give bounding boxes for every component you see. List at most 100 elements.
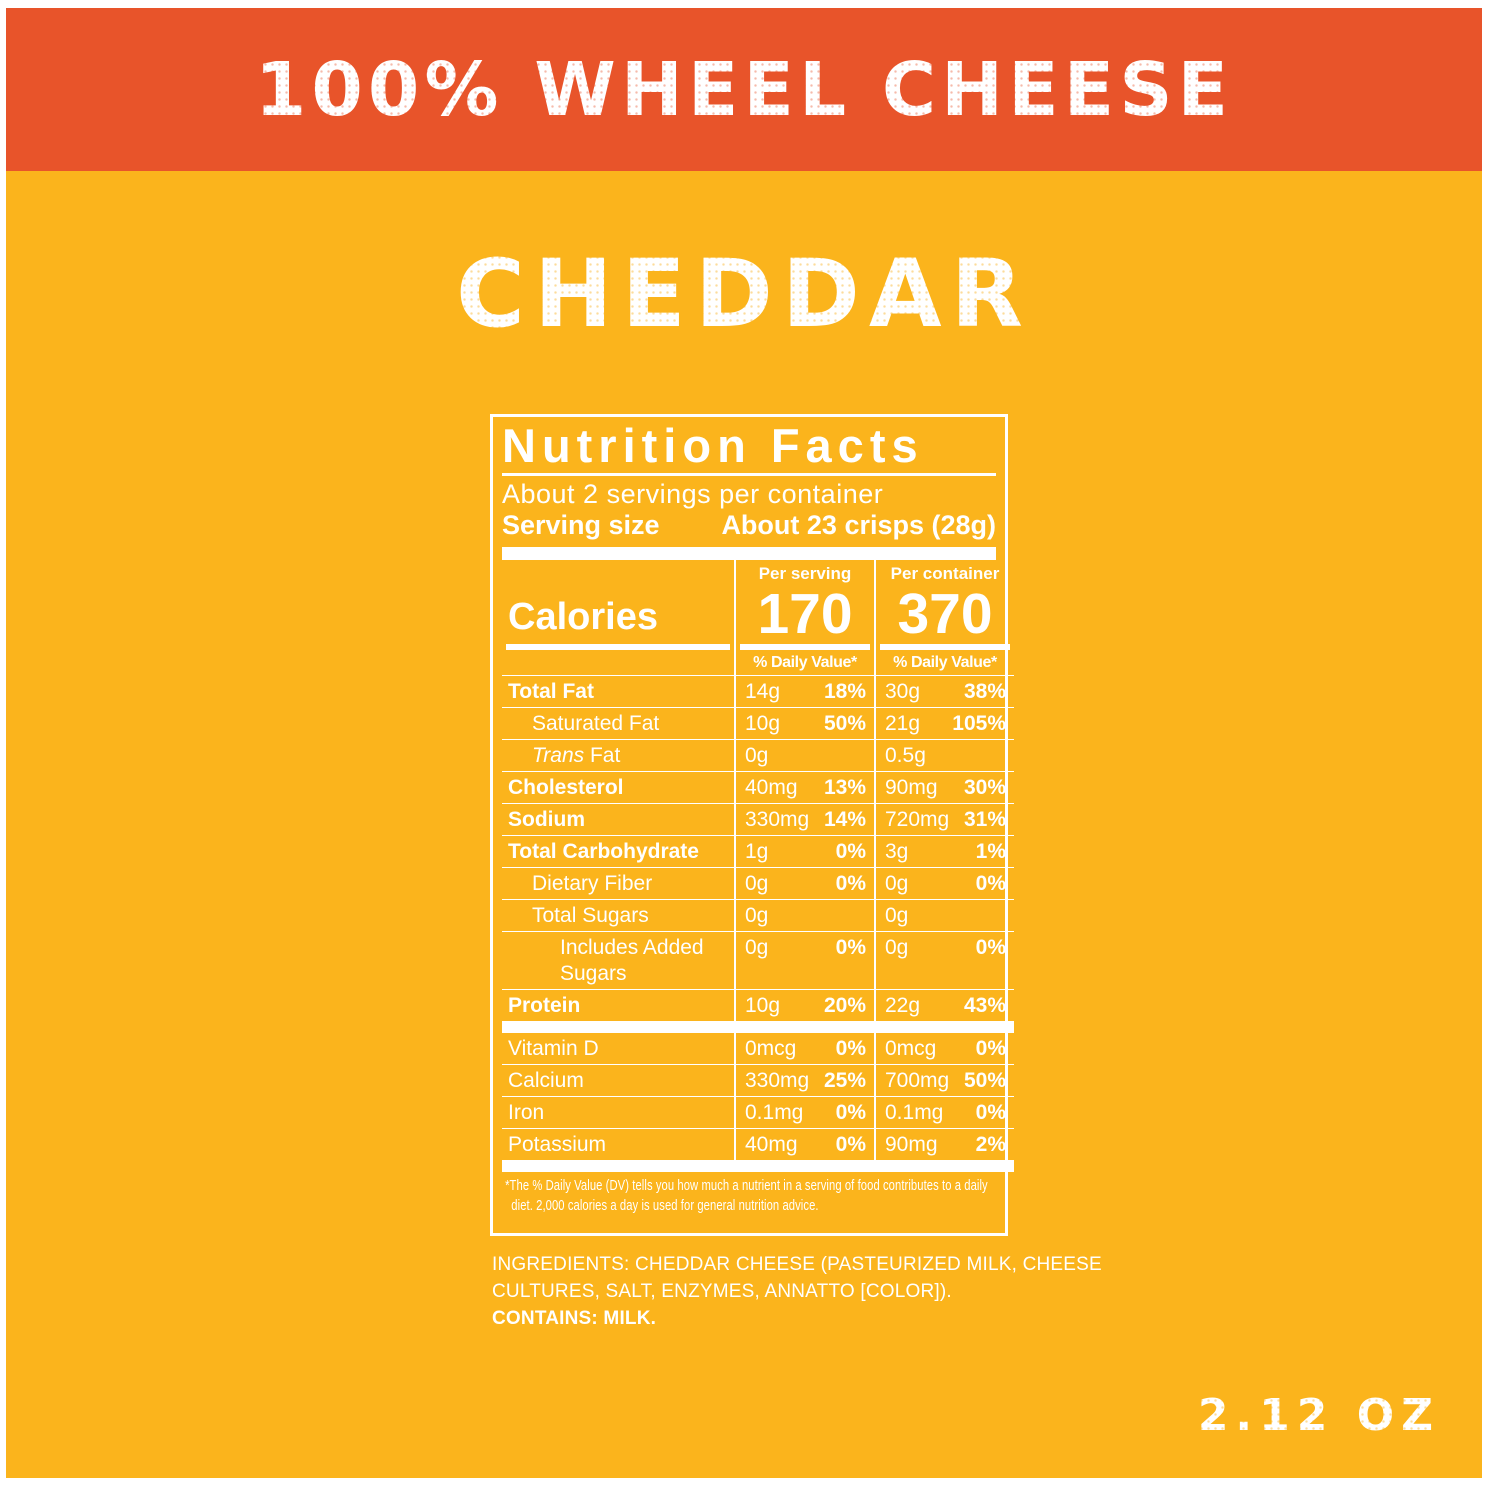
per-container-value-cell: 0mcg 0%	[874, 1033, 1014, 1066]
amount: 22g	[885, 994, 921, 1018]
daily-value: 2%	[975, 1133, 1006, 1157]
thick-divider	[502, 1160, 1014, 1173]
allergen-statement: CONTAINS: MILK.	[492, 1307, 657, 1329]
amount: 0.1mg	[885, 1101, 944, 1125]
net-weight: 2.12 OZ	[1197, 1390, 1440, 1441]
daily-value: 0%	[835, 1037, 866, 1061]
per-serving-value-cell: 0g	[734, 740, 874, 773]
per-container-value-cell: 0g	[874, 900, 1014, 933]
amount: 40mg	[745, 1133, 798, 1157]
per-container-value-cell: 22g 43%	[874, 990, 1014, 1022]
calories-per-container: 370	[897, 582, 993, 647]
amount: 10g	[745, 994, 781, 1018]
per-serving-value-cell: 330mg 14%	[734, 804, 874, 837]
nutrient-label-cell: Saturated Fat	[502, 708, 734, 741]
nutrient-label-cell: Iron	[502, 1097, 734, 1130]
package-artwork: 100% WHEEL CHEESE CHEDDAR Nutrition Fact…	[6, 8, 1482, 1478]
amount: 0g	[745, 872, 769, 896]
nutrient-label-cell: Protein	[502, 990, 734, 1021]
amount: 330mg	[745, 1069, 810, 1093]
per-container-value-cell: 0.1mg 0%	[874, 1097, 1014, 1130]
amount: 90mg	[885, 1133, 938, 1157]
medium-divider	[880, 644, 1010, 651]
medium-divider	[740, 644, 870, 651]
bar-cell	[734, 643, 874, 653]
servings-per-container: About 2 servings per container	[502, 478, 884, 509]
amount: 0g	[885, 904, 909, 928]
daily-value: 1%	[975, 840, 1006, 864]
nutrient-label: Total Carbohydrate	[508, 840, 699, 864]
amount: 0g	[745, 936, 769, 960]
dv-header-spacer	[502, 652, 734, 677]
calories-label: Calories	[508, 596, 658, 639]
amount: 1g	[745, 840, 769, 864]
amount: 700mg	[885, 1069, 950, 1093]
nutrition-facts-title: Nutrition Facts	[502, 419, 924, 472]
daily-value: 0%	[835, 1101, 866, 1125]
nutrient-label-cell: Includes Added Sugars	[502, 932, 734, 991]
per-container-value-cell: 0g 0%	[874, 932, 1014, 991]
bar-cell	[874, 643, 1014, 653]
daily-value: 0%	[975, 936, 1006, 960]
per-serving-value-cell: 330mg 25%	[734, 1065, 874, 1098]
amount: 0mcg	[745, 1037, 797, 1061]
per-serving-value-cell: 10g 50%	[734, 708, 874, 741]
serving-size-label: Serving size	[502, 510, 660, 541]
per-container-value-cell: 90mg 30%	[874, 772, 1014, 805]
nutrient-label: Cholesterol	[508, 776, 624, 800]
per-serving-value-cell: 0mcg 0%	[734, 1033, 874, 1066]
amount: 330mg	[745, 808, 810, 832]
nutrient-label-cell: Dietary Fiber	[502, 868, 734, 901]
nutrient-label-cell: Potassium	[502, 1129, 734, 1160]
daily-value: 0%	[835, 1133, 866, 1157]
nutrient-label: Sodium	[508, 808, 585, 832]
nutrient-label-cell: Total Sugars	[502, 900, 734, 933]
ingredients-block: INGREDIENTS: CHEDDAR CHEESE (PASTEURIZED…	[492, 1252, 1112, 1333]
daily-value: 50%	[823, 712, 866, 736]
amount: 21g	[885, 712, 921, 736]
daily-value: 0%	[835, 840, 866, 864]
dv-header-container: % Daily Value*	[874, 652, 1014, 677]
amount: 0g	[885, 872, 909, 896]
nutrient-label: Potassium	[508, 1133, 607, 1157]
amount: 3g	[885, 840, 909, 864]
per-container-header: Per container	[890, 564, 1000, 584]
amount: 0mcg	[885, 1037, 937, 1061]
nutrient-label-italic: Trans	[532, 744, 585, 768]
daily-value: 105%	[952, 712, 1006, 736]
banner-title: 100% WHEEL CHEESE	[254, 46, 1234, 133]
amount: 90mg	[885, 776, 938, 800]
dv-header-serving: % Daily Value*	[734, 652, 874, 677]
amount: 0g	[745, 904, 769, 928]
daily-value: 50%	[963, 1069, 1006, 1093]
bar-cell	[502, 643, 734, 652]
per-serving-value-cell: 0g 0%	[734, 868, 874, 901]
daily-value: 43%	[963, 994, 1006, 1018]
amount: 0g	[885, 936, 909, 960]
per-serving-value-cell: 40mg 0%	[734, 1129, 874, 1161]
nutrition-facts-panel: Nutrition Facts About 2 servings per con…	[490, 414, 1014, 1236]
amount: 0.1mg	[745, 1101, 804, 1125]
divider	[502, 472, 996, 476]
serving-size-row: Serving size About 23 crisps (28g)	[502, 510, 996, 541]
per-container-value-cell: 21g 105%	[874, 708, 1014, 741]
nutrient-label: Total Fat	[508, 680, 594, 704]
nutrient-label: Vitamin D	[508, 1037, 599, 1061]
per-serving-value-cell: 1g 0%	[734, 836, 874, 869]
thick-divider	[502, 1021, 1014, 1034]
per-serving-calories-cell: Per serving 170	[734, 560, 874, 644]
nutrient-label: Fat	[584, 744, 621, 768]
nutrient-label-cell: Total Carbohydrate	[502, 836, 734, 869]
nutrient-label-cell: Cholesterol	[502, 772, 734, 805]
per-serving-value-cell: 0g	[734, 900, 874, 933]
banner: 100% WHEEL CHEESE	[6, 8, 1482, 171]
per-serving-value-cell: 0.1mg 0%	[734, 1097, 874, 1130]
daily-value: 30%	[963, 776, 1006, 800]
calories-label-cell: Calories	[502, 560, 734, 643]
per-container-value-cell: 90mg 2%	[874, 1129, 1014, 1161]
daily-value: 0%	[975, 872, 1006, 896]
per-container-value-cell: 720mg 31%	[874, 804, 1014, 837]
nutrient-label: Dietary Fiber	[532, 872, 653, 896]
nutrient-label: Saturated Fat	[532, 712, 660, 736]
